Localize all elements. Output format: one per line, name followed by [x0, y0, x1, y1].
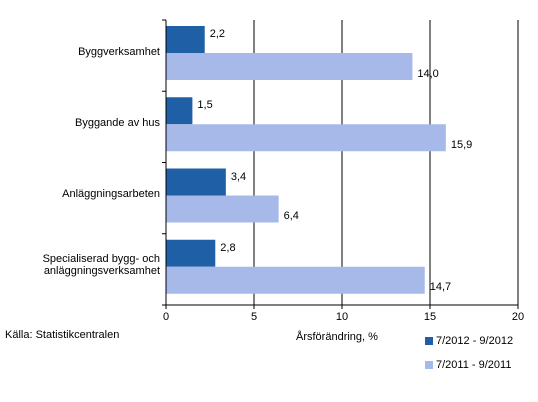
bar-1 [166, 168, 226, 196]
legend-item-series-2: 7/2011 - 9/2011 [425, 359, 511, 371]
bar-1 [166, 26, 205, 53]
bar-2 [166, 266, 425, 294]
data-label: 14,7 [429, 281, 452, 294]
legend-swatch-series-1 [425, 337, 433, 345]
x-tick-label: 15 [423, 311, 437, 323]
x-tick-label: 5 [250, 311, 258, 323]
data-label: 3,4 [230, 170, 247, 183]
bar-2 [166, 53, 413, 80]
legend-label-series-1: 7/2012 - 9/2012 [436, 335, 514, 347]
data-label: 2,2 [209, 28, 226, 40]
legend-swatch-series-2 [425, 361, 433, 369]
data-label: 6,4 [283, 210, 299, 222]
category-label: Byggverksamhet [78, 45, 160, 58]
x-axis-title: Årsförändring, % [296, 331, 378, 343]
bar-2 [166, 195, 279, 223]
category-label: Byggande av hus [74, 116, 160, 129]
data-label: 1,5 [197, 99, 213, 112]
data-label: 2,8 [220, 241, 236, 254]
data-label: 15,9 [450, 138, 473, 151]
bar-2 [166, 124, 446, 152]
legend-item-series-1: 7/2012 - 9/2012 [425, 335, 513, 347]
x-tick-label: 10 [335, 311, 349, 323]
x-tick-label: 0 [162, 311, 170, 323]
x-tick-label: 20 [511, 311, 525, 323]
category-label: Specialiserad bygg- och anläggningsverks… [42, 253, 160, 278]
source-note: Källa: Statistikcentralen [5, 329, 120, 341]
bar-1 [166, 239, 216, 267]
bar-1 [166, 97, 193, 125]
category-label: Anläggningsarbeten [62, 188, 160, 201]
data-label: 14,0 [417, 67, 439, 80]
legend-label-series-2: 7/2011 - 9/2011 [436, 359, 512, 371]
